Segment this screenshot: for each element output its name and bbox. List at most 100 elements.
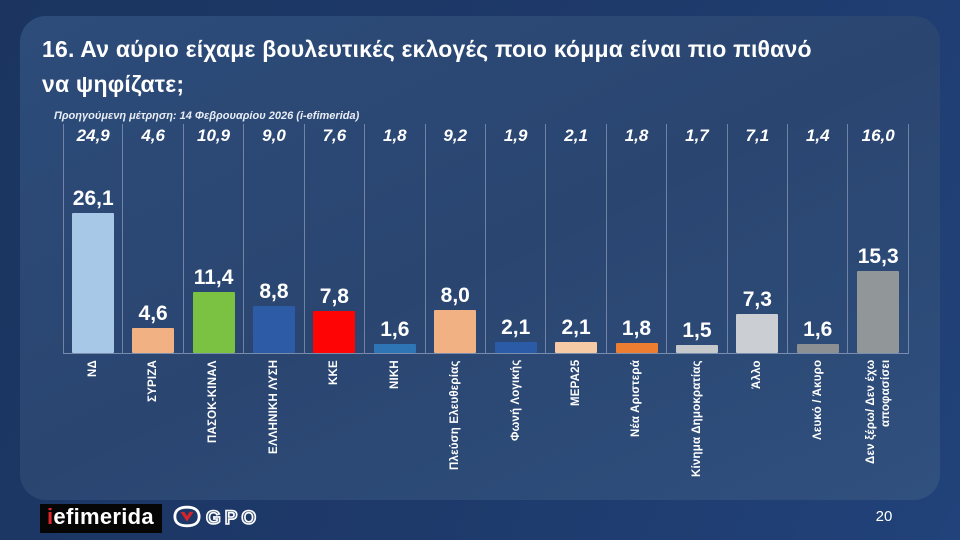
bar [373,344,416,353]
bar-value-label: 7,3 [742,287,772,311]
bar-value-label: 11,4 [193,265,234,289]
chart-column-plot-area: 1,8 1,6 [365,124,426,354]
iefimerida-logo-i: i [47,504,54,529]
previous-value-label: 7,1 [745,126,770,145]
chart-column-plot-area: 1,4 1,6 [788,124,849,354]
chart-column: 1,7 1,5 Κίνημα Δημοκρατίας [667,124,728,496]
category-label: ΝΙΚΗ [388,360,401,389]
category-label: Πλεύση Ελευθερίας [449,360,462,470]
chart-column: 24,9 26,1 ΝΔ [63,124,124,496]
bar-value-label: 8,8 [259,279,289,303]
category-label: Άλλο [751,360,764,389]
chart-column-plot-area: 24,9 26,1 [63,124,124,354]
footer-logos: iefimerida GPO [40,504,261,534]
chart-column-plot-area: 9,0 8,8 [244,124,305,354]
question-title-line2: να ψηφίζατε; [42,70,185,97]
chart-column: 1,8 1,6 ΝΙΚΗ [365,124,426,496]
chart-column-plot-area: 2,1 2,1 [546,124,607,354]
previous-value-label: 1,8 [624,126,649,145]
bar-track: 11,4 [184,149,243,353]
category-label-area: ΣΥΡΙΖΑ [123,354,183,496]
category-label-area: ΜΕΡΑ25 [546,354,606,496]
bar-track: 8,8 [244,149,303,353]
chart-column-plot-area: 1,9 2,1 [485,124,547,354]
chart-column: 2,1 2,1 ΜΕΡΑ25 [546,124,607,496]
chart-column: 9,0 8,8 ΕΛΛΗΝΙΚΗ ΛΥΣΗ [244,124,305,496]
category-label-area: Πλεύση Ελευθερίας [426,354,486,496]
iefimerida-logo: iefimerida [40,504,162,534]
category-label-area: Λευκό / Άκυρο [788,354,848,496]
previous-value-label: 1,7 [685,126,709,145]
bar-track: 1,8 [607,149,666,353]
category-label-area: Άλλο [728,354,788,496]
category-label-area: ΚΚΕ [305,354,365,496]
bar-track: 15,3 [848,149,907,353]
bar-value-label: 2,1 [561,315,591,339]
category-label-area: ΠΑΣΟΚ-ΚΙΝΑΛ [184,354,244,496]
chart-column: 1,9 2,1 Φωνή Λογικής [485,124,547,496]
bar-value-label: 8,0 [440,284,470,308]
content-panel: 16. Αν αύριο είχαμε βουλευτικές εκλογές … [20,16,940,500]
bar-track: 2,1 [486,149,545,353]
category-label: Νέα Αριστερά [630,360,643,437]
chart-column-plot-area: 1,8 1,8 [606,124,668,354]
chart-column: 7,6 7,8 ΚΚΕ [304,124,366,496]
bar-track: 1,5 [667,149,726,353]
bar-value-label: 1,8 [621,317,652,341]
bar-track: 26,1 [64,149,122,353]
bar [736,313,779,353]
question-title-line1: 16. Αν αύριο είχαμε βουλευτικές εκλογές … [42,36,812,62]
previous-value-label: 9,0 [262,126,286,145]
category-label-area: Φωνή Λογικής [486,354,546,496]
previous-value-label: 24,9 [76,126,110,145]
bar-track: 7,3 [728,149,787,353]
chart-column-plot-area: 9,2 8,0 [425,124,486,354]
previous-value-label: 4,6 [141,126,165,145]
chart-column: 1,8 1,8 Νέα Αριστερά [606,124,668,496]
bar-value-label: 26,1 [72,187,114,211]
chart-column: 16,0 15,3 Δεν ξέρω/ Δεν έχω αποφασίσει [848,124,909,496]
question-title: 16. Αν αύριο είχαμε βουλευτικές εκλογές … [42,32,922,101]
chart-column-plot-area: 1,7 1,5 [667,124,728,354]
bar [434,310,477,353]
chart-column: 4,6 4,6 ΣΥΡΙΖΑ [123,124,184,496]
previous-value-label: 1,4 [805,126,830,145]
category-label: ΠΑΣΟΚ-ΚΙΝΑΛ [207,360,220,443]
bar-value-label: 4,6 [138,302,168,326]
bar [192,291,235,353]
bar [555,341,598,353]
category-label-area: ΕΛΛΗΝΙΚΗ ΛΥΣΗ [244,354,304,496]
category-label-area: Νέα Αριστερά [607,354,667,496]
gpo-logo-text: GPO [205,507,261,530]
previous-value-label: 2,1 [564,126,588,145]
category-label-area: Κίνημα Δημοκρατίας [667,354,727,496]
previous-survey-note: Προηγούμενη μέτρηση: 14 Φεβρουαρίου 2026… [54,110,360,122]
category-label-area: ΝΙΚΗ [365,354,425,496]
bar-chart: 24,9 26,1 ΝΔ 4,6 4,6 ΣΥΡΙΖΑ 10,9 11,4 [63,124,909,496]
bar [796,344,839,353]
category-label: Λευκό / Άκυρο [811,360,824,441]
category-label-area: Δεν ξέρω/ Δεν έχω αποφασίσει [848,354,908,496]
category-label: ΣΥΡΙΖΑ [147,360,160,402]
gpo-emblem-icon [173,505,201,533]
category-label: Φωνή Λογικής [509,360,522,442]
previous-value-label: 16,0 [861,126,895,145]
bar-track: 7,8 [305,149,364,353]
category-label: Δεν ξέρω/ Δεν έχω αποφασίσει [864,360,892,465]
iefimerida-logo-text: efimerida [53,504,154,529]
chart-column-plot-area: 7,1 7,3 [727,124,789,354]
previous-value-label: 9,2 [443,126,468,145]
chart-column: 9,2 8,0 Πλεύση Ελευθερίας [425,124,486,496]
bar-track: 8,0 [426,149,485,353]
category-label-area: ΝΔ [63,354,123,496]
chart-column-plot-area: 10,9 11,4 [183,124,245,354]
bar-value-label: 2,1 [501,315,531,339]
bar [313,311,356,353]
category-label: ΜΕΡΑ25 [570,360,582,407]
page-number: 20 [875,508,893,525]
bar-value-label: 1,6 [803,318,833,342]
bar-value-label: 7,8 [319,285,349,309]
chart-column-plot-area: 7,6 7,8 [304,124,366,354]
chart-column-plot-area: 4,6 4,6 [123,124,184,354]
previous-value-label: 10,9 [197,126,231,145]
